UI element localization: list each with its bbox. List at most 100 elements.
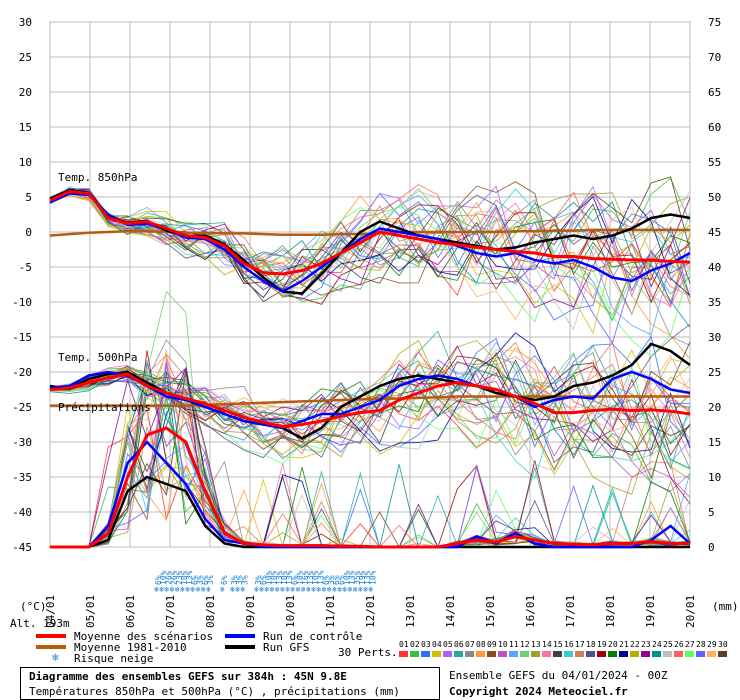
legend-label-mean: Moyenne des scénarios [74, 630, 214, 643]
left-tick-label: 10 [19, 156, 32, 169]
member-t850-line [49, 188, 691, 323]
left-tick-label: 25 [19, 51, 32, 64]
right-tick-label: 55 [708, 156, 721, 169]
member-t850-line [49, 190, 691, 291]
pert-color-swatch [498, 651, 507, 657]
main-series [49, 188, 691, 549]
footer-subtitle: Températures 850hPa et 500hPa (°C) , pré… [29, 685, 400, 698]
member-t850-line [49, 194, 691, 360]
member-t500-line [49, 359, 691, 458]
left-tick-label: -30 [12, 436, 32, 449]
pert-number: 17 [575, 640, 585, 649]
series-t500-line [49, 342, 691, 440]
pert-number: 30 [718, 640, 728, 649]
snowflake-icon: ❄ [337, 585, 342, 594]
pert-number: 22 [630, 640, 640, 649]
member-t850-line [49, 188, 691, 336]
snow-risk-label: 16% [301, 570, 310, 585]
snow-risk-label: 6% [190, 575, 199, 585]
series-t850-line [49, 189, 691, 276]
left-tick-label: 20 [19, 86, 32, 99]
pert-color-swatch [443, 651, 452, 657]
pert-color-swatch [432, 651, 441, 657]
pert-number: 27 [685, 640, 695, 649]
snow-risk-label: 19% [358, 570, 367, 585]
left-tick-label: -40 [12, 506, 32, 519]
legend-label-gfs: Run GFS [263, 641, 310, 654]
snow-risk-label: 10% [311, 570, 320, 585]
snowflake-icon: ❄ [342, 585, 347, 594]
snow-risk-label: 23% [175, 570, 184, 585]
snow-risk-label: 10% [368, 570, 377, 585]
pert-color-swatch [476, 651, 485, 657]
snowflake-icon: ❄ [259, 585, 264, 594]
left-tick-label: 5 [25, 191, 32, 204]
right-axis-unit: (mm) [712, 600, 739, 613]
snow-risk-label: 13% [185, 570, 194, 585]
pert-color-swatch [531, 651, 540, 657]
snow-risk-label: 26% [170, 570, 179, 585]
snowflake-icon: ❄ [270, 585, 275, 594]
pert-color-swatch [663, 651, 672, 657]
left-tick-label: -35 [12, 471, 32, 484]
snowflake-icon: ❄ [327, 585, 332, 594]
pert-number: 05 [443, 640, 453, 649]
pert-number: 07 [465, 640, 475, 649]
snowflake-icon: ❄ [52, 651, 59, 664]
pert-color-swatch [399, 651, 408, 657]
pert-number: 01 [399, 640, 409, 649]
snowflake-icon: ❄ [275, 585, 280, 594]
member-t500-line [49, 369, 691, 495]
pert-color-swatch [652, 651, 661, 657]
pert-number: 28 [696, 640, 706, 649]
pert-color-swatch [630, 651, 639, 657]
right-tick-label: 40 [708, 261, 721, 274]
footer-copyright: Copyright 2024 Meteociel.fr [449, 685, 628, 698]
snowflake-icon: ❄ [353, 585, 358, 594]
left-tick-label: 30 [19, 16, 32, 29]
left-tick-label: -45 [12, 541, 32, 554]
pert-number: 03 [421, 640, 431, 649]
member-t850-line [49, 193, 691, 346]
x-tick-label: 16/01 [524, 595, 537, 628]
legend-label-clim: Moyenne 1981-2010 [74, 641, 187, 654]
x-tick-label: 05/01 [84, 595, 97, 628]
pert-number: 02 [410, 640, 420, 649]
snowflake-icon: ❄ [185, 585, 190, 594]
x-tick-label: 07/01 [164, 595, 177, 628]
snowflake-icon: ❄ [170, 585, 175, 594]
snow-risk-label: 6% [201, 575, 210, 585]
member-t850-line [49, 195, 691, 321]
snow-risk-label: 6% [154, 575, 163, 585]
snowflake-icon: ❄ [285, 585, 290, 594]
right-tick-label: 75 [708, 16, 721, 29]
snow-risk-label: 10% [296, 570, 305, 585]
pert-color-swatch [509, 651, 518, 657]
legend-swatch-gfs [225, 645, 255, 649]
right-tick-label: 10 [708, 471, 721, 484]
snowflake-icon: ❄ [301, 585, 306, 594]
pert-color-swatch [707, 651, 716, 657]
pert-number: 19 [597, 640, 607, 649]
x-tick-label: 12/01 [364, 595, 377, 628]
pert-number: 29 [707, 640, 717, 649]
legend-swatch-clim [36, 645, 66, 649]
pert-color-swatch [575, 651, 584, 657]
right-tick-label: 30 [708, 331, 721, 344]
snow-risk-label: 3% [235, 575, 244, 585]
pert-number: 23 [641, 640, 651, 649]
pert-color-swatch [421, 651, 430, 657]
snowflake-icon: ❄ [306, 585, 311, 594]
x-tick-label: 06/01 [124, 595, 137, 628]
right-tick-label: 65 [708, 86, 721, 99]
snow-risk-label: 10% [159, 570, 168, 585]
pert-number: 08 [476, 640, 486, 649]
pert-color-swatch [410, 651, 419, 657]
pert-number: 04 [432, 640, 442, 649]
left-tick-label: -10 [12, 296, 32, 309]
pert-color-swatch [586, 651, 595, 657]
snow-risk-label: 10% [264, 570, 273, 585]
snow-risk-row: 6%❄10%❄26%❄26%❄23%❄10%❄13%❄6%❄3%❄6%❄3%❄6… [154, 570, 377, 594]
pert-color-swatch [454, 651, 463, 657]
